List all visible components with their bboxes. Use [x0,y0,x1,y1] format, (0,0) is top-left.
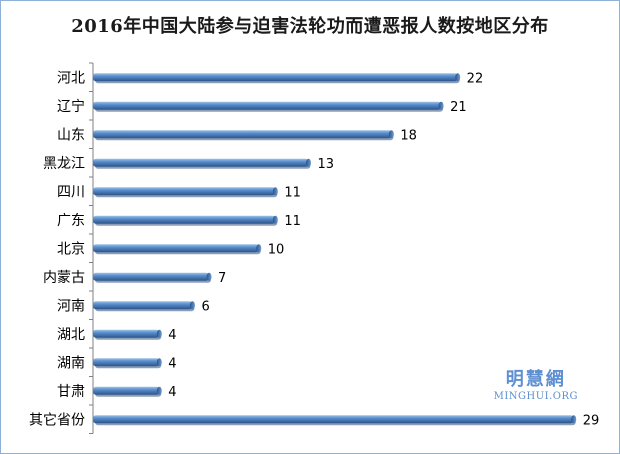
watermark-url: MINGHUI.ORG [493,391,578,402]
bar-cap [206,272,212,281]
bar-body [93,73,458,82]
bar-cap [571,415,577,424]
bar [93,272,212,283]
data-label: 10 [268,242,285,257]
category-label: 黑龙江 [43,156,85,172]
data-label: 4 [168,385,176,400]
bar-body [93,272,210,281]
category-label: 其它省份 [29,411,85,428]
bar-body [93,358,160,367]
category-label: 山东 [57,127,85,143]
bar-cap [256,244,262,253]
bar-cap [388,130,394,139]
bar-body [93,244,259,253]
category-label: 广东 [57,213,85,229]
minghui-watermark: 明慧網 MINGHUI.ORG [494,365,578,402]
data-label: 7 [218,271,226,286]
bar [93,358,162,369]
bar [93,244,262,255]
bar [93,130,394,141]
bar-body [93,386,160,395]
category-label: 辽宁 [57,98,85,115]
bar-body [93,329,160,338]
data-label: 11 [284,214,301,229]
bar [93,73,461,84]
category-label: 北京 [57,241,85,257]
category-label: 湖北 [57,327,85,343]
data-label: 6 [201,299,209,314]
bar [93,101,444,112]
bar-cap [189,301,195,310]
category-label: 湖南 [57,355,85,371]
category-label: 四川 [57,184,85,200]
bar-body [93,130,392,139]
category-label: 内蒙古 [43,270,85,286]
data-label: 4 [168,356,176,371]
bar [93,329,162,340]
bar-cap [305,158,311,167]
bar-cap [455,73,461,82]
bar [93,301,195,312]
bar-body [93,215,276,224]
data-label: 21 [450,100,467,115]
data-label: 13 [317,157,334,172]
chart-title: 2016年中国大陆参与迫害法轮功而遭恶报人数按地区分布 [71,16,549,37]
bar [93,415,577,426]
data-label: 11 [284,185,301,200]
bar-cap [438,101,444,110]
category-label: 甘肃 [57,384,85,400]
bar [93,215,278,226]
bar-cap [156,386,162,395]
bar-body [93,301,193,310]
data-label: 22 [467,71,484,86]
bar [93,158,311,169]
watermark-logo-text: 明慧網 [505,369,566,390]
data-label: 29 [583,413,600,428]
bar-body [93,158,309,167]
data-label: 18 [400,128,417,143]
category-label: 河北 [57,70,85,86]
bar [93,386,162,397]
category-label: 河南 [57,298,85,314]
bar-cap [272,187,278,196]
bar-cap [156,329,162,338]
bar-cap [272,215,278,224]
bar-body [93,415,574,424]
bar-cap [156,358,162,367]
bar-body [93,101,442,110]
bar [93,187,278,198]
bar-body [93,187,276,196]
data-label: 4 [168,328,176,343]
